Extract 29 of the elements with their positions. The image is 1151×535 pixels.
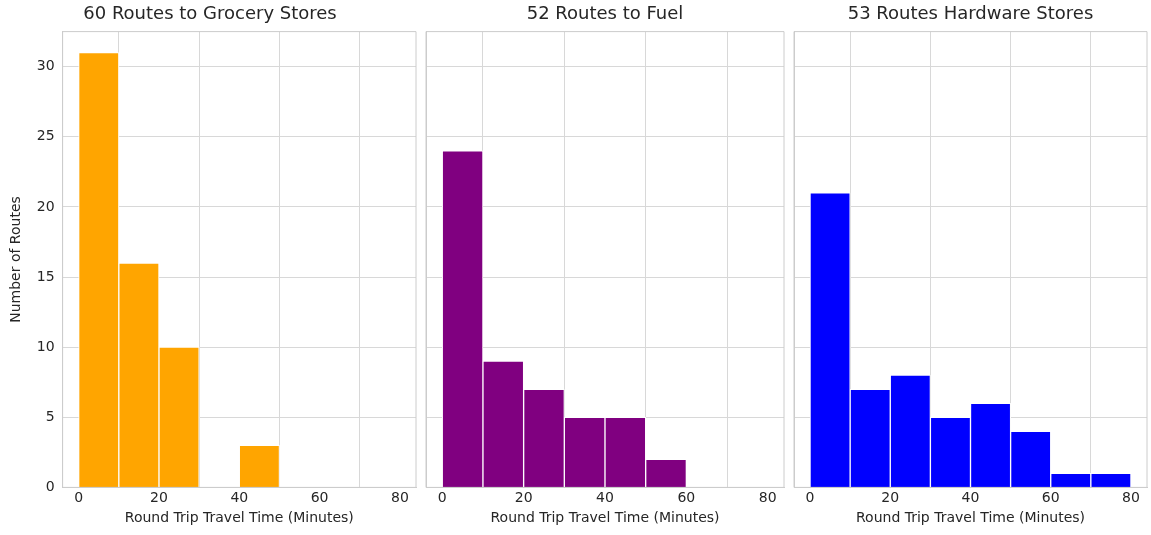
x-tick-label: 60	[1041, 489, 1060, 506]
x-tick-label: 20	[514, 489, 533, 506]
y-tick-label: 5	[45, 407, 55, 424]
chart-title: 60 Routes to Grocery Stores	[83, 2, 337, 24]
x-tick-label: 20	[150, 489, 168, 506]
x-tick-label: 80	[1122, 489, 1140, 506]
x-tick-label: 80	[758, 489, 777, 506]
x-tick-label: 20	[881, 489, 900, 506]
x-axis-title: Round Trip Travel Time (Minutes)	[124, 509, 354, 526]
x-tick-label: 60	[677, 489, 696, 506]
x-axis-title: Round Trip Travel Time (Minutes)	[490, 509, 720, 526]
chart-title: 53 Routes Hardware Stores	[847, 2, 1094, 24]
x-tick-label: 40	[596, 489, 614, 506]
y-axis-title: Number of Routes	[7, 196, 24, 323]
y-tick-label: 25	[36, 127, 55, 144]
x-tick-label: 60	[310, 489, 329, 506]
x-tick-label: 80	[391, 489, 409, 506]
y-tick-label: 15	[36, 267, 55, 284]
chart-title: 52 Routes to Fuel	[526, 2, 684, 24]
x-tick-label: 0	[437, 489, 447, 506]
x-tick-label: 0	[805, 489, 815, 506]
x-tick-label: 0	[74, 489, 84, 506]
x-tick-label: 40	[961, 489, 980, 506]
y-tick-label: 0	[45, 478, 55, 495]
y-tick-label: 30	[36, 57, 55, 74]
x-tick-label: 40	[230, 489, 249, 506]
x-axis-title: Round Trip Travel Time (Minutes)	[855, 509, 1086, 526]
y-tick-label: 10	[36, 337, 55, 354]
y-tick-label: 20	[36, 197, 55, 214]
